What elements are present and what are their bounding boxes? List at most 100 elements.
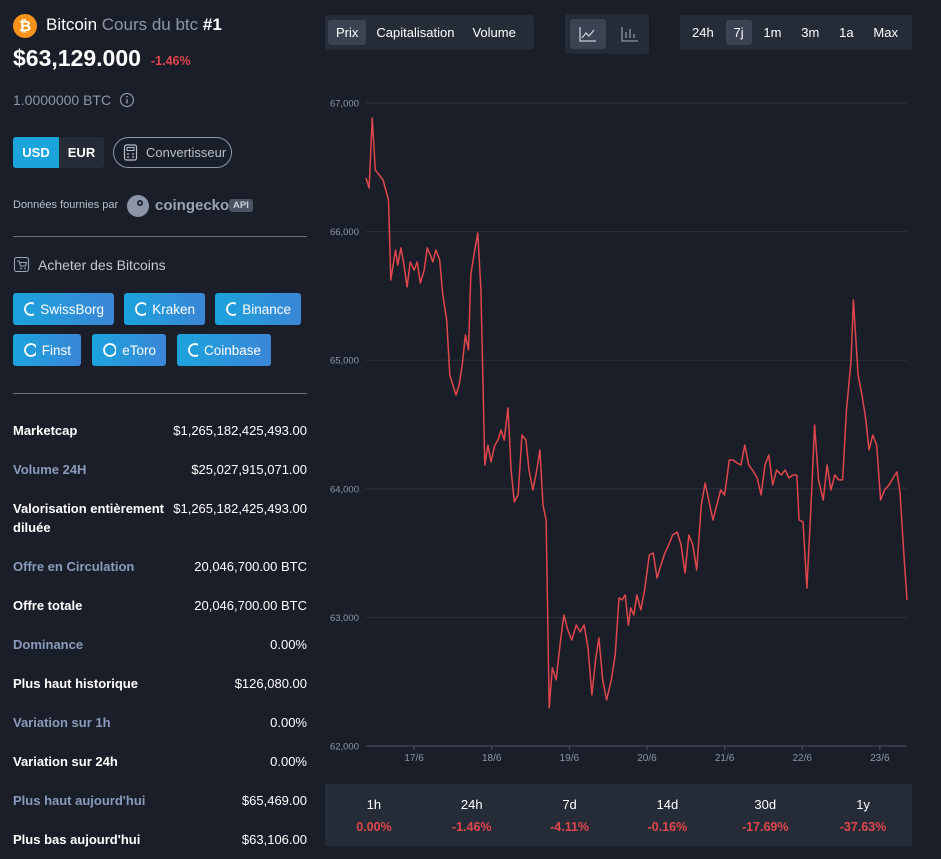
performance-change: -1.46%	[451, 819, 492, 834]
line-type-button[interactable]	[570, 19, 606, 49]
icon-shape	[188, 343, 198, 357]
range-7j[interactable]: 7j	[725, 20, 752, 45]
x-tick-label: 20/6	[637, 753, 657, 764]
exchange-button[interactable]: Coinbase	[177, 334, 271, 366]
currency-eur[interactable]: EUR	[59, 137, 104, 168]
coin-name: Bitcoin	[46, 15, 98, 34]
coin-subtitle: Cours du btc	[101, 15, 199, 34]
x-tick-label: 22/6	[792, 753, 812, 764]
x-tick-label: 23/6	[870, 753, 890, 764]
performance-table: 1h 0.00% 24h -1.46% 7d -4.11% 14d -0.16% 30d -17.…	[325, 784, 912, 846]
exchange-name: Finst	[41, 342, 71, 358]
stat-label: Marketcap	[13, 423, 78, 438]
currency-usd[interactable]: USD	[13, 137, 59, 168]
icon-shape	[24, 343, 36, 357]
svg-text:₿: ₿	[19, 18, 31, 35]
tab-volume[interactable]: Volume	[472, 25, 516, 40]
price-chart: 62,000 63,000 64,000 65,000 66,000 67,000 17/6…	[330, 99, 908, 764]
stat-row: Variation sur 1h 0.00%	[13, 703, 307, 742]
stat-row: Dominance 0.00%	[13, 625, 307, 664]
exchange-button[interactable]: eToro	[92, 334, 166, 366]
exchange-icon	[24, 343, 36, 357]
stat-row: Variation sur 24h 0.00%	[13, 742, 307, 781]
calculator-icon	[123, 144, 138, 161]
stat-value: 0.00%	[270, 754, 307, 769]
stat-value: $1,265,182,425,493.00	[173, 423, 307, 438]
cart-icon	[13, 256, 30, 273]
range-max[interactable]: Max	[873, 25, 898, 40]
tab-price[interactable]: Prix	[328, 20, 367, 45]
stat-row: Offre totale 20,046,700.00 BTC	[13, 586, 307, 625]
stat-row: Plus haut historique $126,080.00	[13, 664, 307, 703]
performance-cell: 7d -4.11%	[521, 784, 619, 846]
exchange-name: Coinbase	[203, 342, 261, 358]
exchange-name: eToro	[122, 342, 156, 358]
provider-label: Données fournies par	[13, 199, 119, 211]
performance-period: 1y	[856, 796, 870, 812]
price-change: -1.46%	[151, 54, 191, 68]
stat-value: $25,027,915,071.00	[191, 462, 307, 477]
y-tick-label: 65,000	[330, 356, 359, 367]
exchange-icon	[103, 343, 117, 357]
performance-change: -17.69%	[741, 819, 789, 834]
stat-row: Volume 24H $25,027,915,071.00	[13, 450, 307, 489]
performance-cell: 14d -0.16%	[618, 784, 716, 846]
x-tick-label: 18/6	[482, 753, 502, 764]
stat-label: Variation sur 24h	[13, 754, 118, 769]
provider-name: coingecko	[155, 197, 230, 214]
range-1a[interactable]: 1a	[839, 25, 854, 40]
exchange-button[interactable]: Finst	[13, 334, 81, 366]
exchange-button[interactable]: SwissBorg	[13, 293, 114, 325]
stat-value: $65,469.00	[241, 793, 307, 808]
converter-label: Convertisseur	[146, 145, 227, 160]
price: $63,129.000	[13, 45, 141, 71]
stat-label: Variation sur 1h	[13, 715, 111, 730]
exchange-button[interactable]: Kraken	[124, 293, 205, 325]
stat-value: $126,080.00	[234, 676, 307, 691]
stat-label: Plus bas aujourd'hui	[13, 832, 141, 847]
performance-change: -37.63%	[839, 819, 887, 834]
performance-period: 24h	[460, 796, 483, 812]
chart-type-tabs	[565, 14, 649, 54]
stat-label: Plus haut historique	[13, 676, 138, 691]
icon-shape	[135, 302, 147, 316]
range-24h[interactable]: 24h	[692, 25, 714, 40]
exchange-button[interactable]: Binance	[215, 293, 301, 325]
divider	[13, 236, 307, 237]
stat-label: Offre totale	[13, 598, 83, 613]
range-1m[interactable]: 1m	[763, 25, 782, 40]
stat-row: Marketcap $1,265,182,425,493.00	[13, 411, 307, 450]
coin-title: Bitcoin Cours du btc #1	[46, 15, 222, 35]
stat-row: Valorisation entièrement diluée $1,265,18…	[13, 489, 307, 547]
y-tick-label: 67,000	[330, 99, 359, 110]
stat-row: Offre en Circulation 20,046,700.00 BTC	[13, 547, 307, 586]
price-line	[365, 117, 908, 709]
performance-cell: 1h 0.00%	[325, 784, 423, 846]
info-icon[interactable]	[119, 92, 135, 108]
converter-button[interactable]: Convertisseur	[113, 137, 232, 168]
x-tick-label: 17/6	[404, 753, 424, 764]
y-tick-label: 62,000	[330, 742, 359, 753]
x-tick-label: 19/6	[560, 753, 580, 764]
y-tick-label: 63,000	[330, 613, 359, 624]
tab-marketcap[interactable]: Capitalisation	[376, 25, 455, 40]
stat-value: 0.00%	[270, 637, 307, 652]
line-icon	[579, 27, 596, 42]
performance-period: 7d	[562, 796, 577, 812]
coin-rank: #1	[202, 15, 222, 34]
bar-icon[interactable]	[621, 27, 638, 42]
exchange-icon	[24, 302, 35, 316]
stat-value: $1,265,182,425,493.00	[173, 501, 307, 516]
performance-cell: 24h -1.46%	[423, 784, 521, 846]
stat-row: Plus haut aujourd'hui $65,469.00	[13, 781, 307, 820]
icon-shape	[226, 302, 237, 316]
exchange-icon	[226, 302, 237, 316]
performance-period: 14d	[656, 796, 679, 812]
stat-value: 20,046,700.00 BTC	[194, 598, 307, 613]
performance-cell: 1y -37.63%	[814, 784, 912, 846]
range-3m[interactable]: 3m	[801, 25, 820, 40]
performance-change: -4.11%	[550, 819, 590, 834]
performance-change: -0.16%	[647, 819, 688, 834]
icon-shape	[24, 302, 35, 316]
